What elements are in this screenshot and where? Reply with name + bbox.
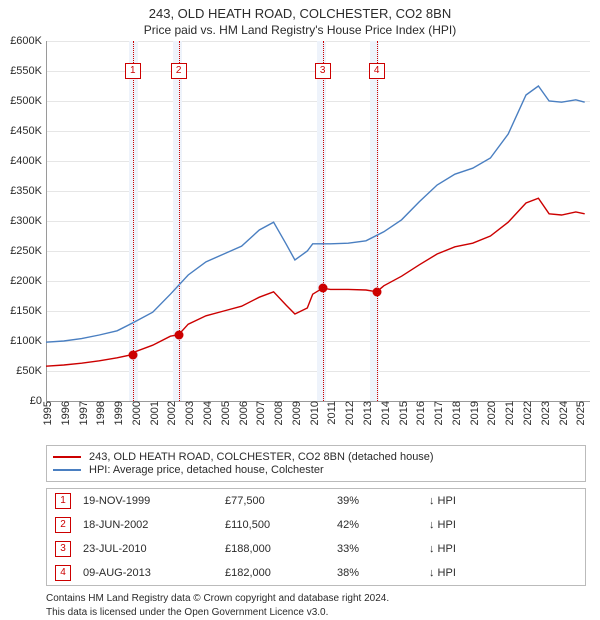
- legend-label-hpi: HPI: Average price, detached house, Colc…: [89, 464, 324, 476]
- transaction-price: £110,500: [225, 519, 325, 531]
- y-axis-label: £350K: [10, 185, 46, 197]
- x-axis-label: 2022: [522, 401, 534, 425]
- transaction-date: 23-JUL-2010: [83, 543, 213, 555]
- transaction-pct: 33%: [337, 543, 417, 555]
- x-axis-label: 2001: [149, 401, 161, 425]
- transaction-row: 2 18-JUN-2002 £110,500 42% ↓ HPI: [47, 513, 585, 537]
- legend-swatch-hpi: [53, 469, 81, 471]
- y-axis-label: £500K: [10, 95, 46, 107]
- legend-label-property: 243, OLD HEATH ROAD, COLCHESTER, CO2 8BN…: [89, 451, 434, 463]
- transaction-marker: 2: [55, 517, 71, 533]
- x-axis-label: 2000: [131, 401, 143, 425]
- transaction-pct: 42%: [337, 519, 417, 531]
- y-axis-label: £300K: [10, 215, 46, 227]
- transaction-marker: 4: [55, 565, 71, 581]
- x-axis-label: 2011: [326, 401, 338, 425]
- x-axis-label: 2003: [184, 401, 196, 425]
- chart-title: 243, OLD HEATH ROAD, COLCHESTER, CO2 8BN: [0, 0, 600, 21]
- transaction-pct: 39%: [337, 495, 417, 507]
- series-property: [46, 198, 585, 366]
- transactions-table: 1 19-NOV-1999 £77,500 39% ↓ HPI 2 18-JUN-2002 £…: [46, 488, 586, 586]
- sale-dot: [318, 284, 327, 293]
- legend-row-hpi: HPI: Average price, detached house, Colc…: [53, 464, 579, 476]
- transaction-date: 09-AUG-2013: [83, 567, 213, 579]
- transaction-marker: 1: [55, 493, 71, 509]
- y-axis-label: £600K: [10, 35, 46, 47]
- x-axis-label: 1998: [95, 401, 107, 425]
- y-axis-label: £50K: [16, 365, 46, 377]
- x-axis-label: 2021: [504, 401, 516, 425]
- transaction-price: £77,500: [225, 495, 325, 507]
- y-axis-label: £550K: [10, 65, 46, 77]
- x-axis-label: 2004: [202, 401, 214, 425]
- x-axis-label: 2012: [344, 401, 356, 425]
- y-axis-label: £150K: [10, 305, 46, 317]
- x-axis-label: 2009: [291, 401, 303, 425]
- x-axis-label: 2019: [469, 401, 481, 425]
- footer-line-2: This data is licensed under the Open Gov…: [46, 606, 586, 620]
- transaction-row: 3 23-JUL-2010 £188,000 33% ↓ HPI: [47, 537, 585, 561]
- x-axis-label: 2023: [540, 401, 552, 425]
- x-axis-label: 2006: [238, 401, 250, 425]
- chart-area: £0£50K£100K£150K£200K£250K£300K£350K£400…: [46, 41, 590, 401]
- series-hpi: [46, 86, 585, 342]
- transaction-date: 18-JUN-2002: [83, 519, 213, 531]
- sale-dot: [174, 330, 183, 339]
- y-axis-label: £450K: [10, 125, 46, 137]
- y-axis-label: £100K: [10, 335, 46, 347]
- x-axis-label: 2013: [362, 401, 374, 425]
- legend-row-property: 243, OLD HEATH ROAD, COLCHESTER, CO2 8BN…: [53, 451, 579, 463]
- x-axis-label: 2015: [398, 401, 410, 425]
- sale-dot: [372, 287, 381, 296]
- x-axis-label: 2017: [433, 401, 445, 425]
- y-axis-label: £200K: [10, 275, 46, 287]
- x-axis-label: 2024: [558, 401, 570, 425]
- legend-swatch-property: [53, 456, 81, 458]
- transaction-marker: 3: [55, 541, 71, 557]
- transaction-rel: ↓ HPI: [429, 543, 456, 555]
- x-axis-label: 1995: [42, 401, 54, 425]
- y-axis-label: £250K: [10, 245, 46, 257]
- x-axis-label: 2010: [309, 401, 321, 425]
- footer-line-1: Contains HM Land Registry data © Crown c…: [46, 592, 586, 606]
- transaction-price: £188,000: [225, 543, 325, 555]
- transaction-rel: ↓ HPI: [429, 567, 456, 579]
- transaction-pct: 38%: [337, 567, 417, 579]
- transaction-date: 19-NOV-1999: [83, 495, 213, 507]
- x-axis-label: 2016: [415, 401, 427, 425]
- x-axis-label: 1999: [113, 401, 125, 425]
- x-axis-label: 2007: [255, 401, 267, 425]
- x-axis-label: 2008: [273, 401, 285, 425]
- transaction-rel: ↓ HPI: [429, 495, 456, 507]
- chart-subtitle: Price paid vs. HM Land Registry's House …: [0, 21, 600, 41]
- transaction-rel: ↓ HPI: [429, 519, 456, 531]
- transaction-price: £182,000: [225, 567, 325, 579]
- transaction-row: 1 19-NOV-1999 £77,500 39% ↓ HPI: [47, 489, 585, 513]
- x-axis-label: 2005: [220, 401, 232, 425]
- x-axis-label: 2018: [451, 401, 463, 425]
- sale-dot: [128, 350, 137, 359]
- x-axis-label: 2002: [166, 401, 178, 425]
- x-axis-label: 1997: [78, 401, 90, 425]
- footer: Contains HM Land Registry data © Crown c…: [46, 592, 586, 619]
- x-axis-label: 2020: [486, 401, 498, 425]
- transaction-row: 4 09-AUG-2013 £182,000 38% ↓ HPI: [47, 561, 585, 585]
- x-axis-label: 1996: [60, 401, 72, 425]
- x-axis-label: 2025: [575, 401, 587, 425]
- x-axis-label: 2014: [380, 401, 392, 425]
- legend: 243, OLD HEATH ROAD, COLCHESTER, CO2 8BN…: [46, 445, 586, 482]
- y-axis-label: £400K: [10, 155, 46, 167]
